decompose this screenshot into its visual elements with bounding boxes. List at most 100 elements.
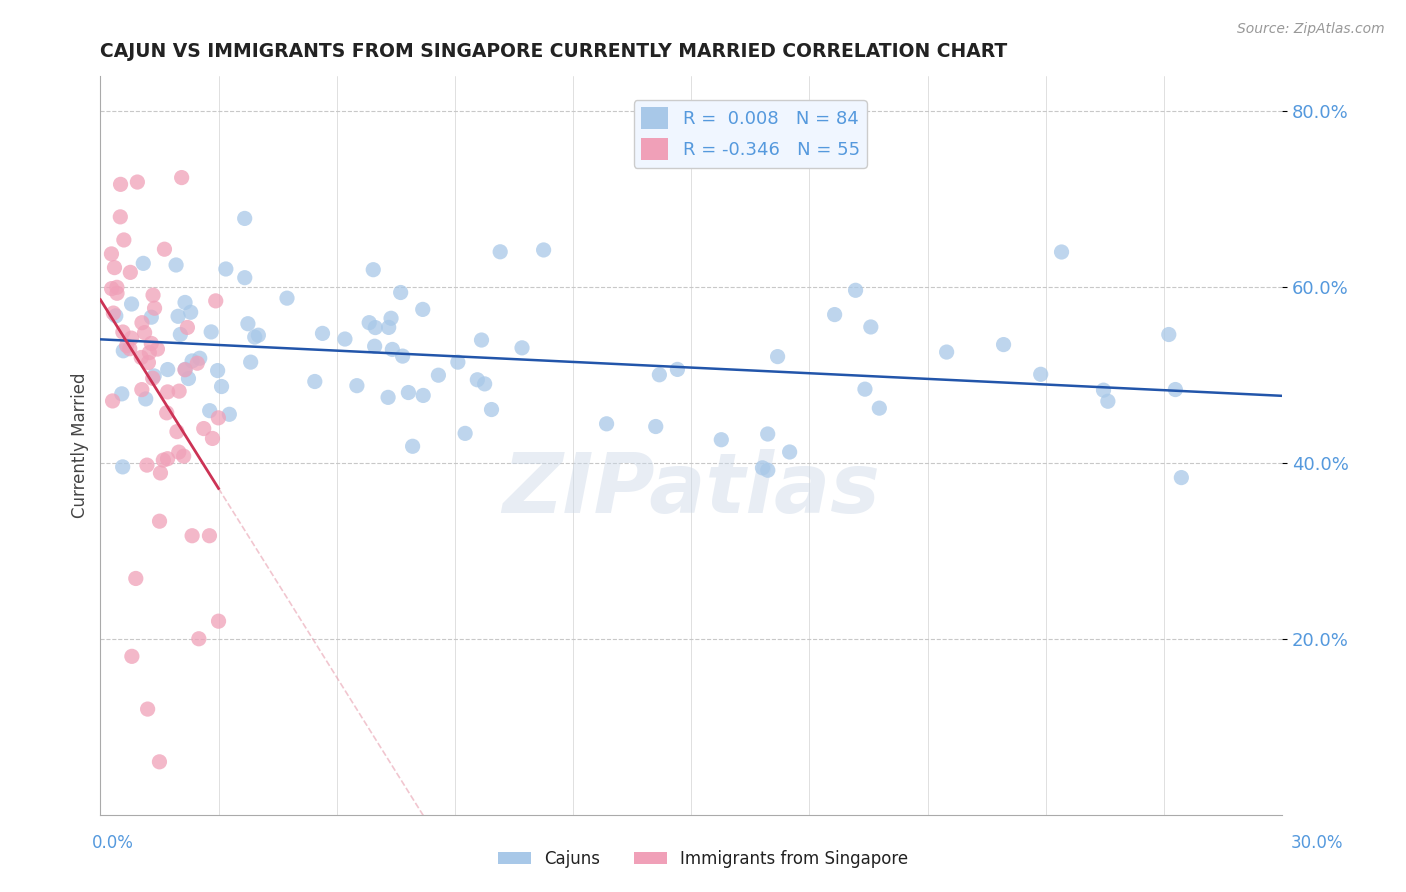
Point xyxy=(174,362,197,376)
Point xyxy=(207,363,229,377)
Point xyxy=(470,333,492,347)
Point xyxy=(1029,368,1052,382)
Point xyxy=(467,373,489,387)
Point xyxy=(143,368,166,383)
Point xyxy=(103,306,125,320)
Point xyxy=(141,336,163,351)
Point xyxy=(533,243,555,257)
Point xyxy=(666,362,689,376)
Point xyxy=(198,403,221,417)
Point xyxy=(361,262,384,277)
Point xyxy=(756,427,779,442)
Point xyxy=(644,419,666,434)
Legend: R =  0.008   N = 84, R = -0.346   N = 55: R = 0.008 N = 84, R = -0.346 N = 55 xyxy=(634,100,868,168)
Point xyxy=(363,339,385,353)
Point xyxy=(389,285,412,300)
Point xyxy=(156,384,179,399)
Point xyxy=(193,421,215,435)
Point xyxy=(111,459,134,474)
Point xyxy=(127,175,149,189)
Point xyxy=(1170,470,1192,484)
Point xyxy=(207,614,229,628)
Point xyxy=(381,343,404,357)
Point xyxy=(148,514,170,528)
Point xyxy=(115,338,138,352)
Point xyxy=(167,445,190,459)
Point xyxy=(138,355,160,369)
Point xyxy=(868,401,890,416)
Point xyxy=(359,316,381,330)
Point xyxy=(143,301,166,316)
Point xyxy=(1097,394,1119,409)
Point xyxy=(111,325,134,339)
Point xyxy=(132,256,155,270)
Point xyxy=(412,302,434,317)
Point xyxy=(118,342,141,356)
Point xyxy=(396,385,419,400)
Point xyxy=(204,293,226,308)
Point xyxy=(105,286,128,301)
Point xyxy=(131,383,153,397)
Point xyxy=(200,325,222,339)
Point xyxy=(146,342,169,356)
Point xyxy=(100,282,122,296)
Point xyxy=(824,308,846,322)
Point xyxy=(121,649,143,664)
Point xyxy=(112,233,135,247)
Point xyxy=(236,317,259,331)
Point xyxy=(380,311,402,326)
Point xyxy=(131,316,153,330)
Point xyxy=(1157,327,1180,342)
Point xyxy=(149,466,172,480)
Point xyxy=(845,283,868,297)
Point xyxy=(412,388,434,402)
Point xyxy=(101,393,124,408)
Point xyxy=(112,343,135,358)
Point xyxy=(121,297,143,311)
Point xyxy=(174,363,197,377)
Point xyxy=(176,320,198,334)
Text: ZIPatlas: ZIPatlas xyxy=(502,450,880,530)
Point xyxy=(391,349,413,363)
Point xyxy=(111,387,134,401)
Point xyxy=(233,211,256,226)
Point xyxy=(110,178,132,192)
Point xyxy=(181,529,204,543)
Point xyxy=(346,378,368,392)
Point xyxy=(120,265,142,279)
Point xyxy=(853,382,876,396)
Point xyxy=(207,410,229,425)
Point xyxy=(751,460,773,475)
Point xyxy=(169,327,191,342)
Point xyxy=(105,280,128,294)
Point xyxy=(935,345,957,359)
Point xyxy=(125,572,148,586)
Point xyxy=(648,368,671,382)
Point xyxy=(186,356,208,370)
Point xyxy=(595,417,617,431)
Point xyxy=(993,337,1015,351)
Point xyxy=(129,351,152,365)
Point xyxy=(239,355,262,369)
Point xyxy=(156,362,179,376)
Point xyxy=(474,376,496,391)
Point xyxy=(134,326,156,340)
Y-axis label: Currently Married: Currently Married xyxy=(72,373,89,518)
Point xyxy=(170,170,193,185)
Point xyxy=(215,262,238,277)
Point xyxy=(148,755,170,769)
Point xyxy=(167,384,190,398)
Point xyxy=(377,390,399,404)
Point xyxy=(766,350,789,364)
Point xyxy=(779,445,801,459)
Point xyxy=(187,632,209,646)
Point xyxy=(218,407,240,421)
Point xyxy=(141,310,163,325)
Point xyxy=(489,244,512,259)
Point xyxy=(510,341,533,355)
Point xyxy=(1164,383,1187,397)
Point xyxy=(454,426,477,441)
Point xyxy=(1050,245,1073,260)
Point xyxy=(142,288,165,302)
Point xyxy=(156,406,179,420)
